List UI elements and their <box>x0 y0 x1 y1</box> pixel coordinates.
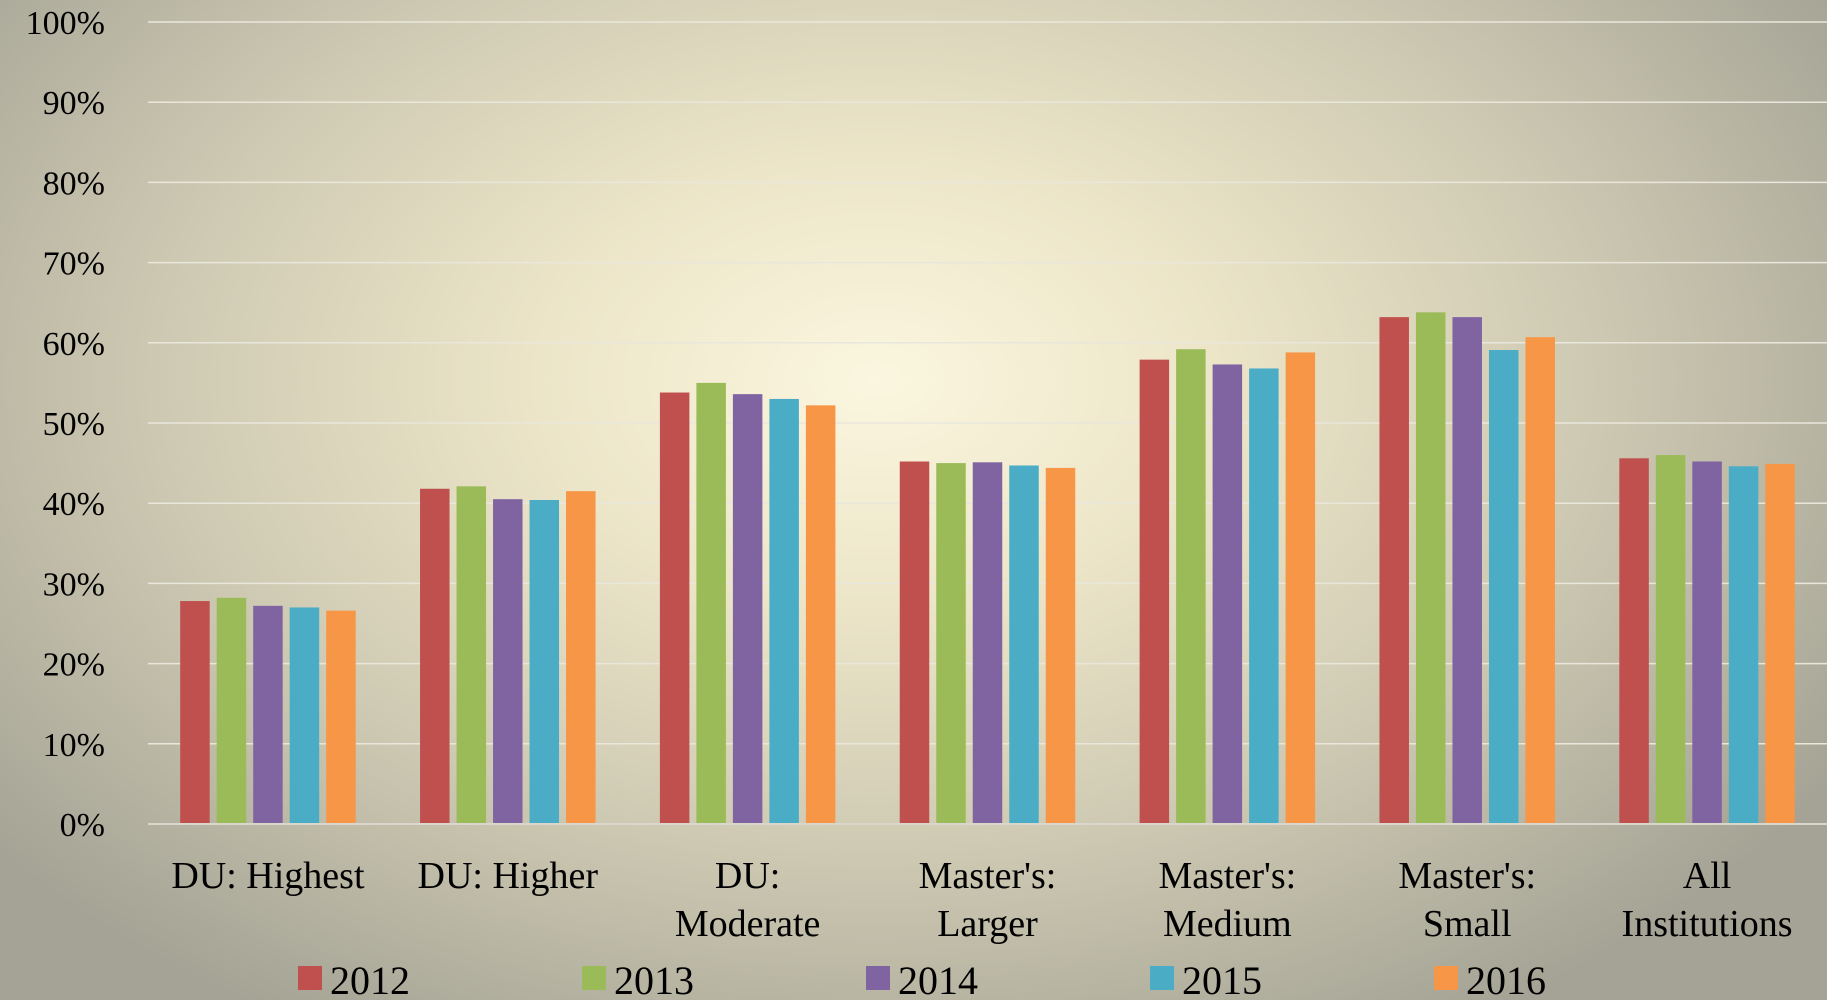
bar <box>326 610 356 824</box>
y-tick-label: 50% <box>43 406 105 443</box>
x-category-label: DU: Moderate <box>675 855 821 945</box>
legend-label: 2015 <box>1182 958 1262 1000</box>
x-category-label: DU: Highest <box>171 855 365 897</box>
y-tick-label: 20% <box>43 647 105 684</box>
bar <box>899 461 930 824</box>
y-tick-label: 40% <box>43 486 105 523</box>
legend-item: 2014 <box>866 958 978 1000</box>
bar <box>659 392 690 824</box>
legend: 2012 2013 2014 2015 2016 <box>298 958 1546 1000</box>
legend-label: 2013 <box>614 958 694 1000</box>
bar <box>566 491 596 824</box>
bar <box>769 398 799 824</box>
bar <box>420 488 450 824</box>
legend-item: 2012 <box>298 958 410 1000</box>
legend-item: 2013 <box>582 958 694 1000</box>
bar <box>1525 337 1555 824</box>
bar <box>732 394 763 824</box>
bar <box>1249 368 1279 824</box>
bar <box>289 607 320 824</box>
legend-swatch <box>1150 966 1174 990</box>
legend-label: 2016 <box>1466 958 1546 1000</box>
bar <box>1212 364 1243 824</box>
bar <box>1765 463 1795 824</box>
bar <box>1488 350 1519 824</box>
y-axis-tick-labels: 0% 10% 20% 30% 40% 50% 60% 70% 80% 90% 100% <box>26 5 105 844</box>
y-tick-label: 30% <box>43 566 105 603</box>
x-axis-category-labels: DU: Highest DU: Higher DU: Moderate Master's… <box>171 855 1792 945</box>
bar <box>1655 455 1686 824</box>
x-category-label: Master's: Larger <box>919 855 1057 945</box>
bar <box>1619 458 1649 824</box>
y-tick-label: 90% <box>43 85 105 122</box>
bar <box>1045 467 1076 824</box>
bar <box>1692 461 1722 824</box>
bar <box>1009 465 1039 824</box>
legend-swatch <box>298 966 322 990</box>
legend-item: 2016 <box>1434 958 1546 1000</box>
bar <box>1452 317 1482 824</box>
bar <box>456 486 487 824</box>
bar <box>936 463 966 824</box>
bar <box>216 597 247 824</box>
bar <box>253 605 283 824</box>
y-tick-label: 80% <box>43 165 105 202</box>
x-category-label: Master's: Small <box>1398 855 1536 945</box>
y-tick-label: 10% <box>43 727 105 764</box>
bar <box>180 601 210 824</box>
y-tick-label: 60% <box>43 326 105 363</box>
legend-swatch <box>1434 966 1458 990</box>
bars <box>180 312 1795 824</box>
bar <box>696 382 726 824</box>
y-tick-label: 100% <box>26 5 105 42</box>
y-tick-label: 0% <box>60 807 105 844</box>
bar <box>529 499 560 824</box>
bar <box>1285 352 1316 824</box>
x-category-label: All Institutions <box>1622 855 1793 945</box>
bar <box>1728 466 1759 824</box>
y-tick-label: 70% <box>43 246 105 283</box>
bar <box>493 499 523 824</box>
x-category-label: DU: Higher <box>418 855 599 897</box>
legend-item: 2015 <box>1150 958 1262 1000</box>
legend-swatch <box>582 966 606 990</box>
legend-swatch <box>866 966 890 990</box>
bar <box>972 462 1003 824</box>
bar <box>1379 317 1409 824</box>
legend-label: 2014 <box>898 958 978 1000</box>
bar <box>805 405 836 824</box>
bar <box>1176 349 1206 824</box>
legend-label: 2012 <box>330 958 410 1000</box>
x-category-label: Master's: Medium <box>1158 855 1296 945</box>
bar <box>1139 359 1170 824</box>
bar <box>1415 312 1446 824</box>
